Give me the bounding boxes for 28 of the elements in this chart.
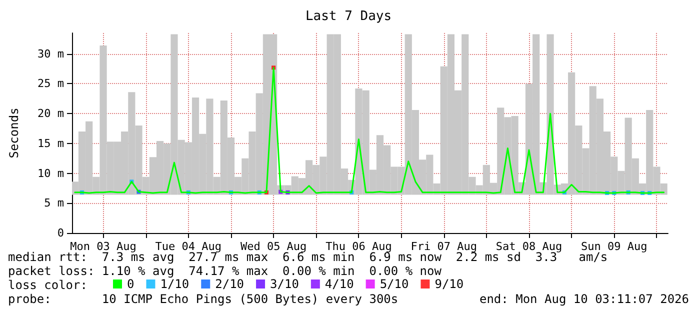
y-tick-label: 15 m: [38, 136, 64, 150]
y-tick-label: 0: [57, 226, 64, 240]
text: end: Mon Aug 10 03:11:07 2026: [479, 292, 689, 306]
y-tick-label: 30 m: [38, 47, 64, 60]
y-tick-label: 10 m: [38, 166, 64, 180]
legend-label: 4/10: [324, 277, 354, 291]
x-tick-label: Wed 05 Aug: [240, 240, 307, 253]
y-axis-title: Seconds: [7, 108, 21, 158]
text: loss color:: [8, 278, 88, 292]
y-tick-label: 25 m: [38, 77, 64, 90]
x-tick-label: Thu 06 Aug: [326, 240, 392, 253]
legend-label: 1/10: [160, 277, 190, 291]
legend-label: 2/10: [215, 277, 244, 291]
x-tick-label: Mon 03 Aug: [70, 240, 136, 253]
text: packet loss: 1.10 % avg 74.17 % max 0.00 % min 0.00 % now: [8, 264, 442, 278]
legend-label: 3/10: [270, 277, 299, 291]
legend-label: 9/10: [434, 277, 464, 291]
y-tick-label: 20 m: [38, 107, 64, 120]
x-tick-label: Sun 09 Aug: [581, 240, 648, 253]
x-tick-label: Tue 04 Aug: [155, 240, 222, 253]
legend-label: 0: [127, 277, 134, 291]
line-series: [74, 66, 665, 194]
x-tick-label: Fri 07 Aug: [410, 240, 477, 253]
chart-title: Last 7 Days: [305, 9, 392, 24]
legend-label: 5/10: [380, 277, 409, 291]
text: probe: 10 ICMP Echo Pings (500 Bytes) every 300s: [8, 292, 398, 306]
x-tick-label: Sat 08 Aug: [496, 240, 562, 253]
y-tick-label: 5 m: [44, 196, 64, 210]
